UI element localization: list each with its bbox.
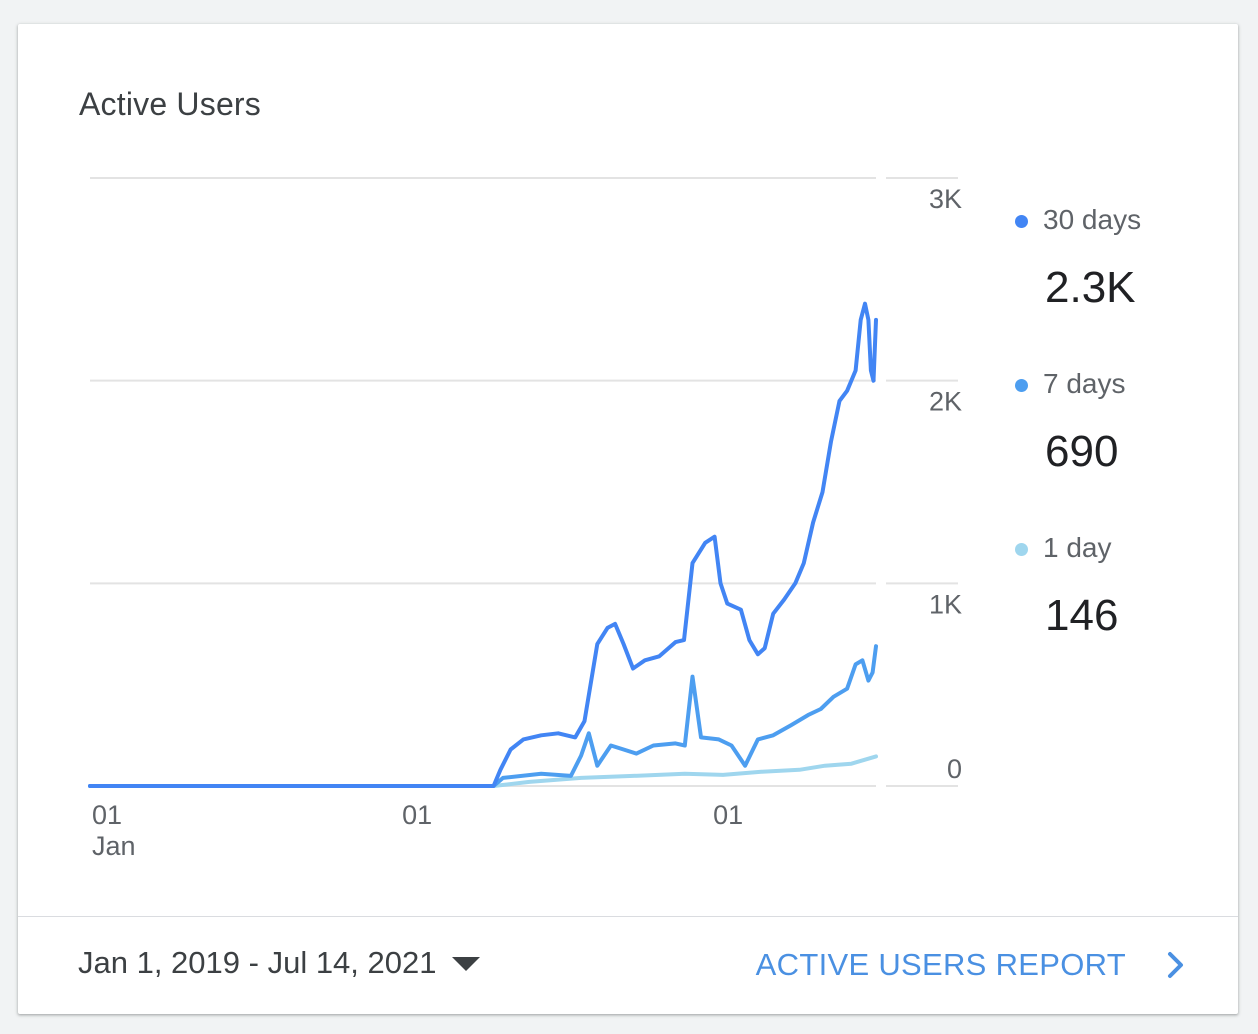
legend-label: 1 day: [1043, 532, 1112, 563]
y-tick-label: 1K: [929, 589, 962, 619]
legend-item-30-days[interactable]: 30 days 2.3K: [1015, 202, 1215, 366]
chevron-right-icon: [1168, 952, 1183, 978]
x-tick-label: 01: [402, 800, 432, 830]
series-line-1-day: [88, 754, 878, 788]
date-range-selector[interactable]: Jan 1, 2019 - Jul 14, 2021: [78, 945, 481, 981]
x-tick-sublabel: Jan: [92, 831, 136, 861]
caret-down-icon: [452, 957, 481, 971]
legend-item-1-day[interactable]: 1 day 146: [1015, 530, 1215, 694]
chart-series: [88, 301, 878, 788]
legend-value: 146: [1045, 591, 1119, 640]
legend-item-7-days[interactable]: 7 days 690: [1015, 366, 1215, 530]
active-users-report-link[interactable]: ACTIVE USERS REPORT: [756, 947, 1186, 983]
legend-dot-icon: [1015, 214, 1028, 228]
legend-label: 7 days: [1043, 368, 1126, 399]
y-tick-label: 0: [947, 754, 962, 784]
legend-value: 690: [1045, 427, 1119, 476]
active-users-card: Active Users 0 1K 2K 3K 01 Jan 01 01 30 days 2…: [18, 24, 1238, 1014]
legend-label: 30 days: [1043, 204, 1142, 235]
date-range-label: Jan 1, 2019 - Jul 14, 2021: [78, 945, 437, 980]
legend-dot-icon: [1015, 542, 1028, 556]
series-line-30-days: [88, 301, 878, 788]
x-tick-label: 01: [713, 800, 743, 830]
y-axis-ticks: 0 1K 2K 3K: [929, 184, 962, 784]
legend-value: 2.3K: [1045, 263, 1136, 312]
series-line-7-days: [88, 644, 878, 788]
chart-legend: 30 days 2.3K 7 days 690 1 day 146: [1015, 202, 1215, 694]
y-tick-label: 3K: [929, 184, 962, 214]
legend-dot-icon: [1015, 378, 1028, 392]
y-tick-label: 2K: [929, 387, 962, 417]
grid-lines: [90, 177, 958, 787]
card-footer: Jan 1, 2019 - Jul 14, 2021 ACTIVE USERS …: [18, 916, 1238, 1014]
card-title: Active Users: [79, 86, 261, 122]
x-tick-label: 01: [92, 800, 122, 830]
report-link-label: ACTIVE USERS REPORT: [755, 947, 1126, 982]
